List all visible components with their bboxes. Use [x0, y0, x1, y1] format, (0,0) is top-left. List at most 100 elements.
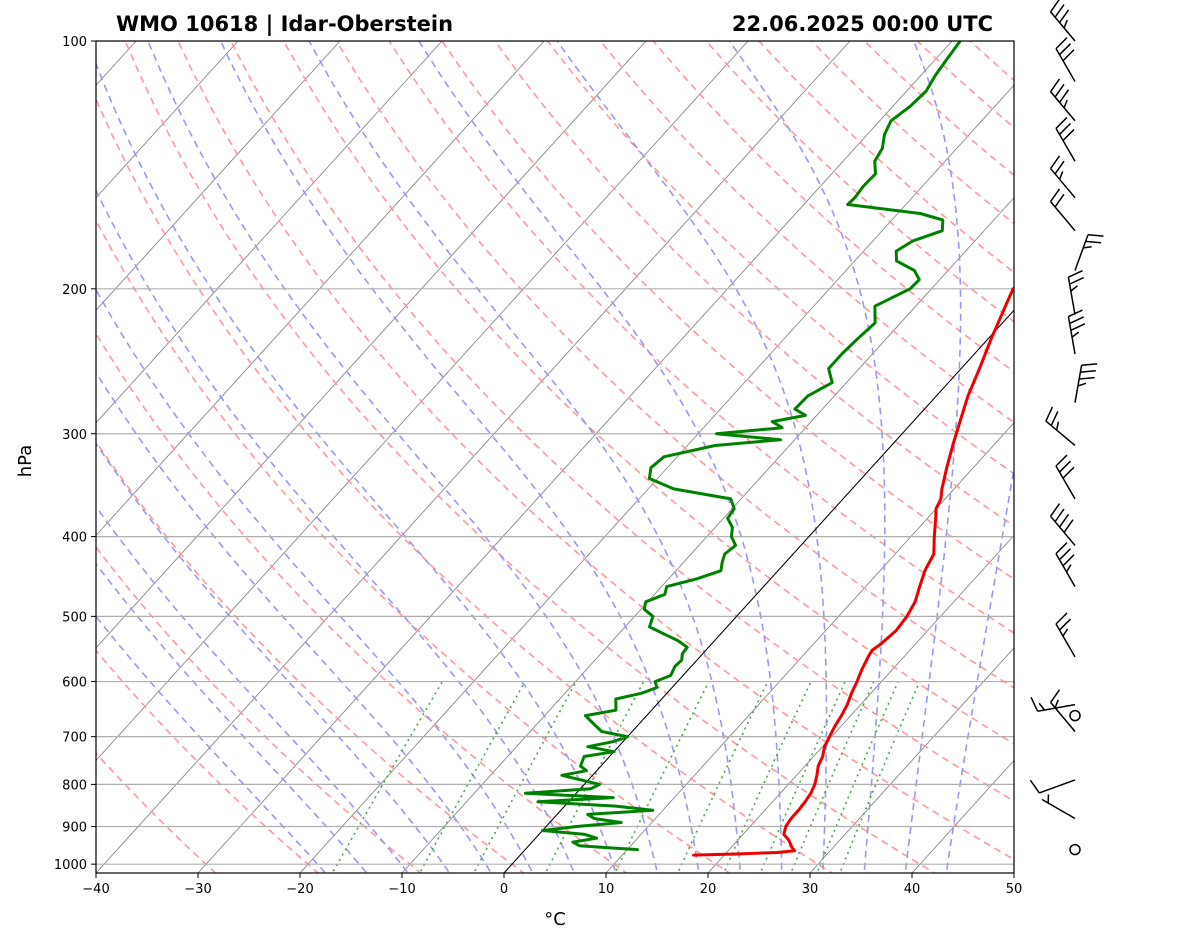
- wind-barb: [1055, 542, 1076, 587]
- barb-tick: [1063, 19, 1068, 29]
- moist-adiabat-line: [219, 41, 700, 873]
- barb-tick: [1062, 628, 1069, 637]
- isotherm-line: [1013, 872, 1014, 873]
- barb-tick: [1045, 406, 1054, 422]
- mixing-ratio-line: [418, 681, 526, 873]
- barb-tick: [1054, 83, 1065, 98]
- wind-barb: [1069, 843, 1081, 856]
- barb-tick: [1038, 702, 1046, 711]
- dry-adiabat-line: [335, 41, 1014, 689]
- barb-tick: [1058, 171, 1064, 180]
- barb-staff: [1055, 465, 1076, 500]
- mixing-ratio-line: [472, 681, 577, 873]
- isotherm-line: [299, 84, 1014, 873]
- wind-barb: [1055, 116, 1076, 162]
- barb-tick: [1058, 122, 1072, 135]
- isotherm-line: [197, 41, 953, 873]
- moist-adiabat-line: [147, 41, 659, 873]
- dry-adiabat-line: [96, 649, 320, 873]
- barb-tick: [1080, 370, 1096, 373]
- barb-tick: [1029, 779, 1040, 794]
- dry-adiabat-line: [282, 41, 1014, 745]
- y-axis-label: hPa: [15, 445, 36, 477]
- y-tick-label: 900: [62, 821, 87, 836]
- isotherm-line: [401, 197, 1014, 873]
- y-tick-label: 700: [62, 731, 87, 746]
- barb-tick: [1055, 116, 1068, 129]
- barb-tick: [1055, 454, 1068, 467]
- wind-barb: [1049, 188, 1076, 232]
- y-tick-label: 600: [62, 676, 87, 691]
- wind-barb: [1041, 794, 1076, 820]
- barb-tick: [1058, 89, 1070, 103]
- barb-tick: [1058, 618, 1072, 631]
- moist-adiabat-line: [96, 188, 576, 873]
- isotherm-line: [96, 41, 647, 649]
- barb-tick: [1055, 542, 1068, 555]
- isotherm-line: [707, 534, 1014, 873]
- dry-adiabat-line: [916, 41, 1014, 129]
- y-axis-ticks: 100 200 300 400 500 600 700 800 900 1000: [54, 35, 96, 873]
- barb-tick: [1054, 160, 1065, 175]
- isotherm-line: [96, 41, 443, 424]
- barb-tick: [1049, 0, 1060, 13]
- wind-barb: [1067, 270, 1085, 315]
- barb-tick: [1070, 285, 1078, 292]
- barb-tick: [1058, 513, 1070, 528]
- barb-tick: [1063, 519, 1074, 533]
- calm-wind-circle: [1069, 843, 1081, 856]
- barb-tick: [1058, 43, 1072, 56]
- isotherm-line: [1116, 41, 1181, 873]
- isotherm-line: [96, 41, 341, 311]
- y-tick-label: 400: [62, 531, 87, 546]
- barb-staff: [1055, 553, 1076, 587]
- moist-adiabat-line: [96, 562, 368, 873]
- barb-tick: [1054, 4, 1065, 18]
- wind-barb: [1045, 406, 1076, 447]
- barb-tick: [1070, 323, 1086, 332]
- wind-barb: [1029, 779, 1076, 794]
- barb-tick: [1054, 193, 1065, 208]
- y-tick-label: 1000: [54, 858, 87, 873]
- x-tick-label: 10: [598, 882, 615, 897]
- dry-adiabat-line: [96, 752, 217, 873]
- moist-adiabat-line: [96, 371, 493, 873]
- wind-barb: [1055, 612, 1076, 658]
- dewpoint-line: [523, 41, 962, 852]
- barb-staff: [1055, 48, 1076, 82]
- barb-tick: [1069, 276, 1085, 285]
- x-axis-label: °C: [544, 909, 566, 930]
- barb-staff: [1049, 201, 1076, 232]
- chart-title-datetime: 22.06.2025 00:00 UTC: [732, 12, 993, 36]
- moist-adiabat-line: [904, 41, 962, 873]
- x-tick-label: 40: [904, 882, 921, 897]
- barb-tick: [1049, 155, 1061, 169]
- barb-staff: [1074, 365, 1083, 403]
- barb-tick: [1062, 554, 1075, 567]
- barb-tick: [1062, 466, 1075, 479]
- barb-staff: [1049, 515, 1076, 546]
- x-tick-label: −30: [184, 882, 211, 897]
- barb-staff: [1055, 623, 1076, 658]
- barb-tick: [1062, 49, 1075, 62]
- wind-barb: [1049, 78, 1076, 122]
- dry-adiabat-line: [969, 41, 1014, 82]
- dry-adiabat-line: [1076, 41, 1181, 882]
- x-tick-label: −40: [82, 882, 109, 897]
- background-lines: [96, 41, 1181, 882]
- x-tick-label: 50: [1006, 882, 1023, 897]
- barb-tick: [1077, 382, 1087, 387]
- dry-adiabat-line: [96, 97, 834, 873]
- isotherm-line: [96, 41, 749, 762]
- x-tick-label: 30: [802, 882, 819, 897]
- barb-tick: [1049, 689, 1061, 703]
- dry-adiabat-line: [96, 332, 628, 873]
- isotherm-line: [96, 41, 545, 537]
- dry-adiabat-line: [124, 41, 937, 873]
- chart-title-station: WMO 10618 | Idar-Oberstein: [116, 12, 453, 37]
- wind-barb: [1055, 37, 1076, 82]
- barb-tick: [1083, 245, 1092, 249]
- dry-adiabat-line: [441, 41, 1014, 580]
- x-tick-label: −20: [286, 882, 313, 897]
- moist-adiabat-line: [418, 41, 783, 873]
